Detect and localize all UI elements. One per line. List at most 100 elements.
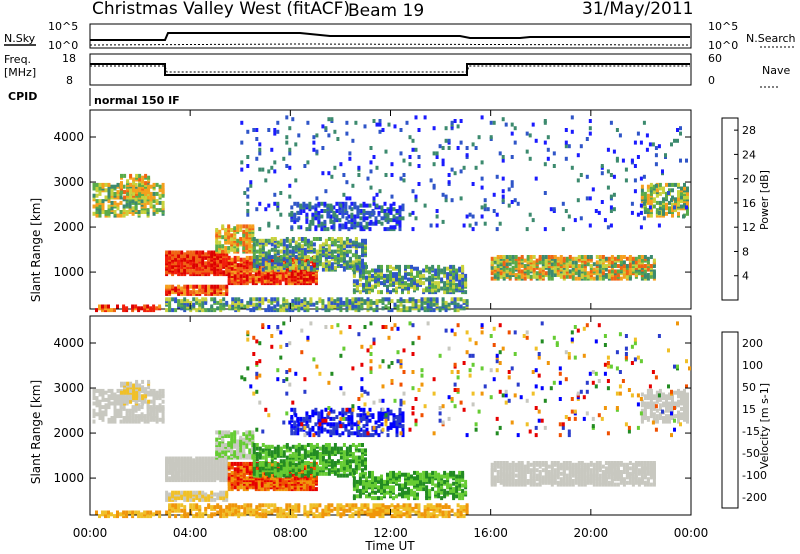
heatmap-cell — [146, 208, 150, 213]
heatmap-cell — [447, 173, 451, 177]
heatmap-cell — [264, 262, 268, 267]
heatmap-cell — [365, 203, 369, 208]
heatmap-cell — [239, 455, 243, 460]
heatmap-cell — [461, 284, 465, 289]
heatmap-cell — [270, 300, 274, 305]
heatmap-cell — [309, 256, 313, 261]
heatmap-cell — [107, 190, 111, 195]
heatmap-cell — [315, 237, 319, 241]
heatmap-cell — [284, 279, 288, 284]
heatmap-cell — [183, 472, 187, 477]
heatmap-cell — [366, 176, 370, 181]
heatmap-cell — [425, 286, 429, 291]
heatmap-cell — [615, 128, 619, 132]
heatmap-cell — [429, 297, 433, 302]
heatmap-cell — [201, 472, 205, 477]
heatmap-cell — [417, 304, 421, 309]
heatmap-cell — [201, 297, 205, 302]
heatmap-cell — [204, 261, 208, 266]
heatmap-cell — [273, 453, 277, 458]
heatmap-cell — [116, 304, 119, 309]
heatmap-cell — [140, 210, 144, 214]
heatmap-cell — [189, 300, 193, 305]
heatmap-cell — [372, 201, 376, 206]
heatmap-cell — [116, 401, 120, 406]
heatmap-cell — [237, 304, 241, 309]
heatmap-cell — [107, 417, 111, 422]
heatmap-cell — [95, 412, 99, 417]
heatmap-cell — [158, 208, 162, 213]
heatmap-cell — [149, 191, 153, 196]
heatmap-cell — [215, 441, 219, 446]
heatmap-cell — [168, 465, 172, 470]
heatmap-cell — [556, 256, 560, 261]
heatmap-cell — [502, 273, 506, 277]
heatmap-cell — [299, 210, 303, 215]
heatmap-cell — [561, 201, 565, 206]
heatmap-cell — [251, 281, 255, 286]
heatmap-cell — [604, 264, 608, 268]
heatmap-cell — [362, 270, 365, 275]
heatmap-cell — [258, 147, 262, 152]
heatmap-cell — [291, 302, 295, 307]
heatmap-cell — [230, 461, 234, 466]
heatmap-cell — [351, 138, 355, 143]
heatmap-cell — [622, 264, 626, 268]
heatmap-cell — [147, 379, 151, 384]
heatmap-cell — [195, 476, 199, 481]
heatmap-cell — [350, 212, 354, 217]
heatmap-cell — [609, 194, 613, 199]
heatmap-cell — [152, 182, 156, 187]
heatmap-cell — [432, 308, 436, 313]
heatmap-cell — [320, 214, 324, 219]
heatmap-cell — [450, 167, 454, 172]
heatmap-cell — [501, 176, 505, 181]
heatmap-cell — [291, 237, 295, 241]
heatmap-cell — [327, 255, 331, 259]
heatmap-cell — [353, 201, 357, 206]
heatmap-cell — [273, 192, 277, 197]
heatmap-cell — [168, 476, 172, 481]
heatmap-cell — [282, 462, 286, 467]
heatmap-cell — [242, 432, 246, 437]
heatmap-cell — [210, 490, 214, 495]
heatmap-cell — [146, 414, 150, 419]
heatmap-cell — [165, 494, 169, 499]
heatmap-cell — [147, 175, 151, 180]
heatmap-cell — [320, 209, 324, 213]
heatmap-cell — [411, 189, 415, 194]
heatmap-cell — [242, 450, 246, 455]
heatmap-cell — [438, 144, 442, 149]
heatmap-cell — [258, 452, 262, 456]
heatmap-cell — [233, 479, 237, 484]
heatmap-cell — [119, 414, 123, 419]
heatmap-cell — [204, 308, 208, 313]
heatmap-cell — [671, 213, 674, 218]
heatmap-cell — [546, 135, 550, 140]
heatmap-cell — [330, 265, 334, 270]
heatmap-cell — [345, 240, 349, 245]
heatmap-cell — [300, 260, 304, 265]
heatmap-cell — [395, 219, 399, 224]
heatmap-cell — [461, 264, 465, 269]
heatmap-cell — [264, 457, 268, 462]
heatmap-cell — [149, 514, 153, 519]
heatmap-cell — [612, 149, 616, 154]
heatmap-cell — [338, 209, 342, 213]
heatmap-cell — [483, 198, 487, 203]
heatmap-cell — [662, 208, 665, 213]
heatmap-cell — [543, 227, 547, 232]
heatmap-cell — [444, 300, 448, 305]
heatmap-cell — [297, 256, 301, 261]
heatmap-cell — [501, 117, 505, 122]
heatmap-cell — [276, 468, 280, 473]
heatmap-cell — [195, 250, 199, 255]
heatmap-cell — [270, 297, 274, 302]
heatmap-cell — [101, 405, 105, 410]
heatmap-cell — [380, 205, 384, 210]
heatmap-cell — [252, 457, 256, 462]
heatmap-cell — [137, 403, 141, 408]
heatmap-cell — [680, 199, 683, 204]
heatmap-cell — [508, 255, 512, 259]
heatmap-cell — [350, 223, 354, 228]
